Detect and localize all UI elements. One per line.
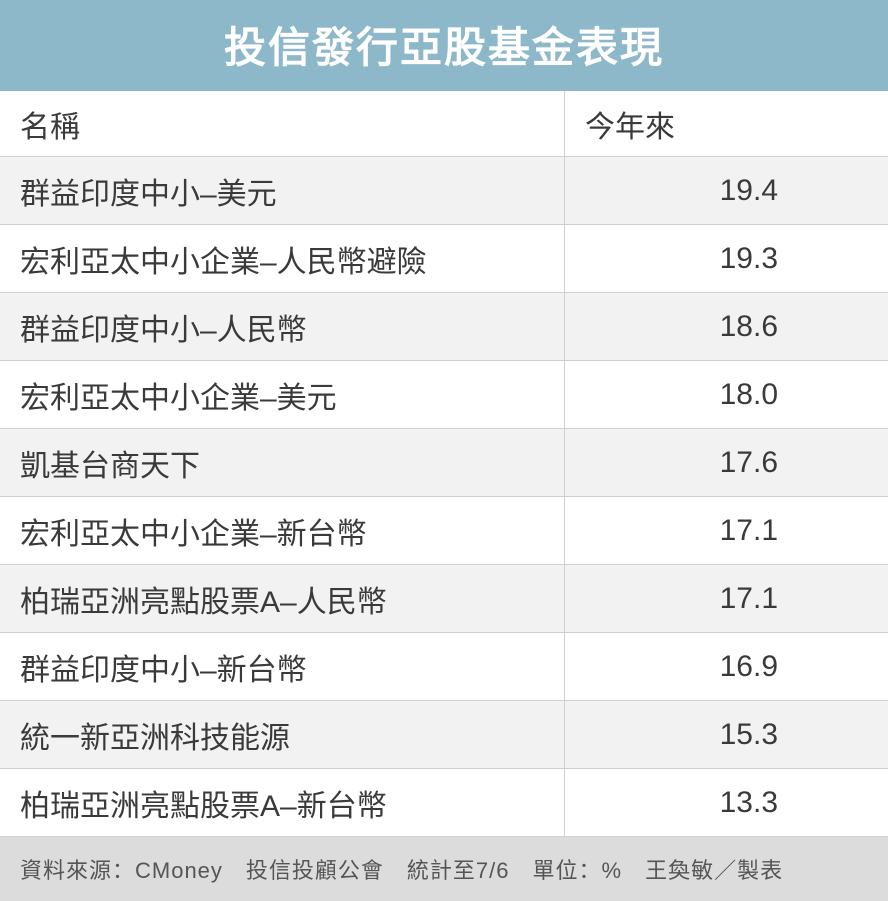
table-row: 群益印度中小–美元19.4	[0, 157, 888, 225]
cell-value: 17.1	[565, 497, 888, 564]
table-header-row: 名稱 今年來	[0, 91, 888, 157]
cell-name: 宏利亞太中小企業–新台幣	[0, 497, 565, 564]
table-container: 投信發行亞股基金表現 名稱 今年來 群益印度中小–美元19.4宏利亞太中小企業–…	[0, 0, 888, 901]
cell-value: 17.1	[565, 565, 888, 632]
cell-value: 18.6	[565, 293, 888, 360]
table-footer: 資料來源：CMoney 投信投顧公會 統計至7/6 單位：% 王奐敏／製表	[0, 837, 888, 901]
cell-value: 17.6	[565, 429, 888, 496]
cell-name: 群益印度中小–美元	[0, 157, 565, 224]
data-table: 名稱 今年來 群益印度中小–美元19.4宏利亞太中小企業–人民幣避險19.3群益…	[0, 91, 888, 837]
table-row: 柏瑞亞洲亮點股票A–人民幣17.1	[0, 565, 888, 633]
table-row: 柏瑞亞洲亮點股票A–新台幣13.3	[0, 769, 888, 837]
column-header-value: 今年來	[565, 91, 888, 156]
cell-name: 柏瑞亞洲亮點股票A–人民幣	[0, 565, 565, 632]
table-row: 宏利亞太中小企業–美元18.0	[0, 361, 888, 429]
table-row: 宏利亞太中小企業–新台幣17.1	[0, 497, 888, 565]
table-title: 投信發行亞股基金表現	[0, 0, 888, 91]
cell-value: 13.3	[565, 769, 888, 836]
cell-value: 19.3	[565, 225, 888, 292]
cell-name: 宏利亞太中小企業–美元	[0, 361, 565, 428]
table-row: 群益印度中小–新台幣16.9	[0, 633, 888, 701]
cell-value: 18.0	[565, 361, 888, 428]
cell-name: 群益印度中小–新台幣	[0, 633, 565, 700]
cell-name: 柏瑞亞洲亮點股票A–新台幣	[0, 769, 565, 836]
table-row: 宏利亞太中小企業–人民幣避險19.3	[0, 225, 888, 293]
cell-name: 統一新亞洲科技能源	[0, 701, 565, 768]
column-header-name: 名稱	[0, 91, 565, 156]
cell-value: 19.4	[565, 157, 888, 224]
table-row: 統一新亞洲科技能源15.3	[0, 701, 888, 769]
cell-name: 凱基台商天下	[0, 429, 565, 496]
cell-value: 16.9	[565, 633, 888, 700]
cell-value: 15.3	[565, 701, 888, 768]
cell-name: 宏利亞太中小企業–人民幣避險	[0, 225, 565, 292]
table-row: 群益印度中小–人民幣18.6	[0, 293, 888, 361]
cell-name: 群益印度中小–人民幣	[0, 293, 565, 360]
table-row: 凱基台商天下17.6	[0, 429, 888, 497]
